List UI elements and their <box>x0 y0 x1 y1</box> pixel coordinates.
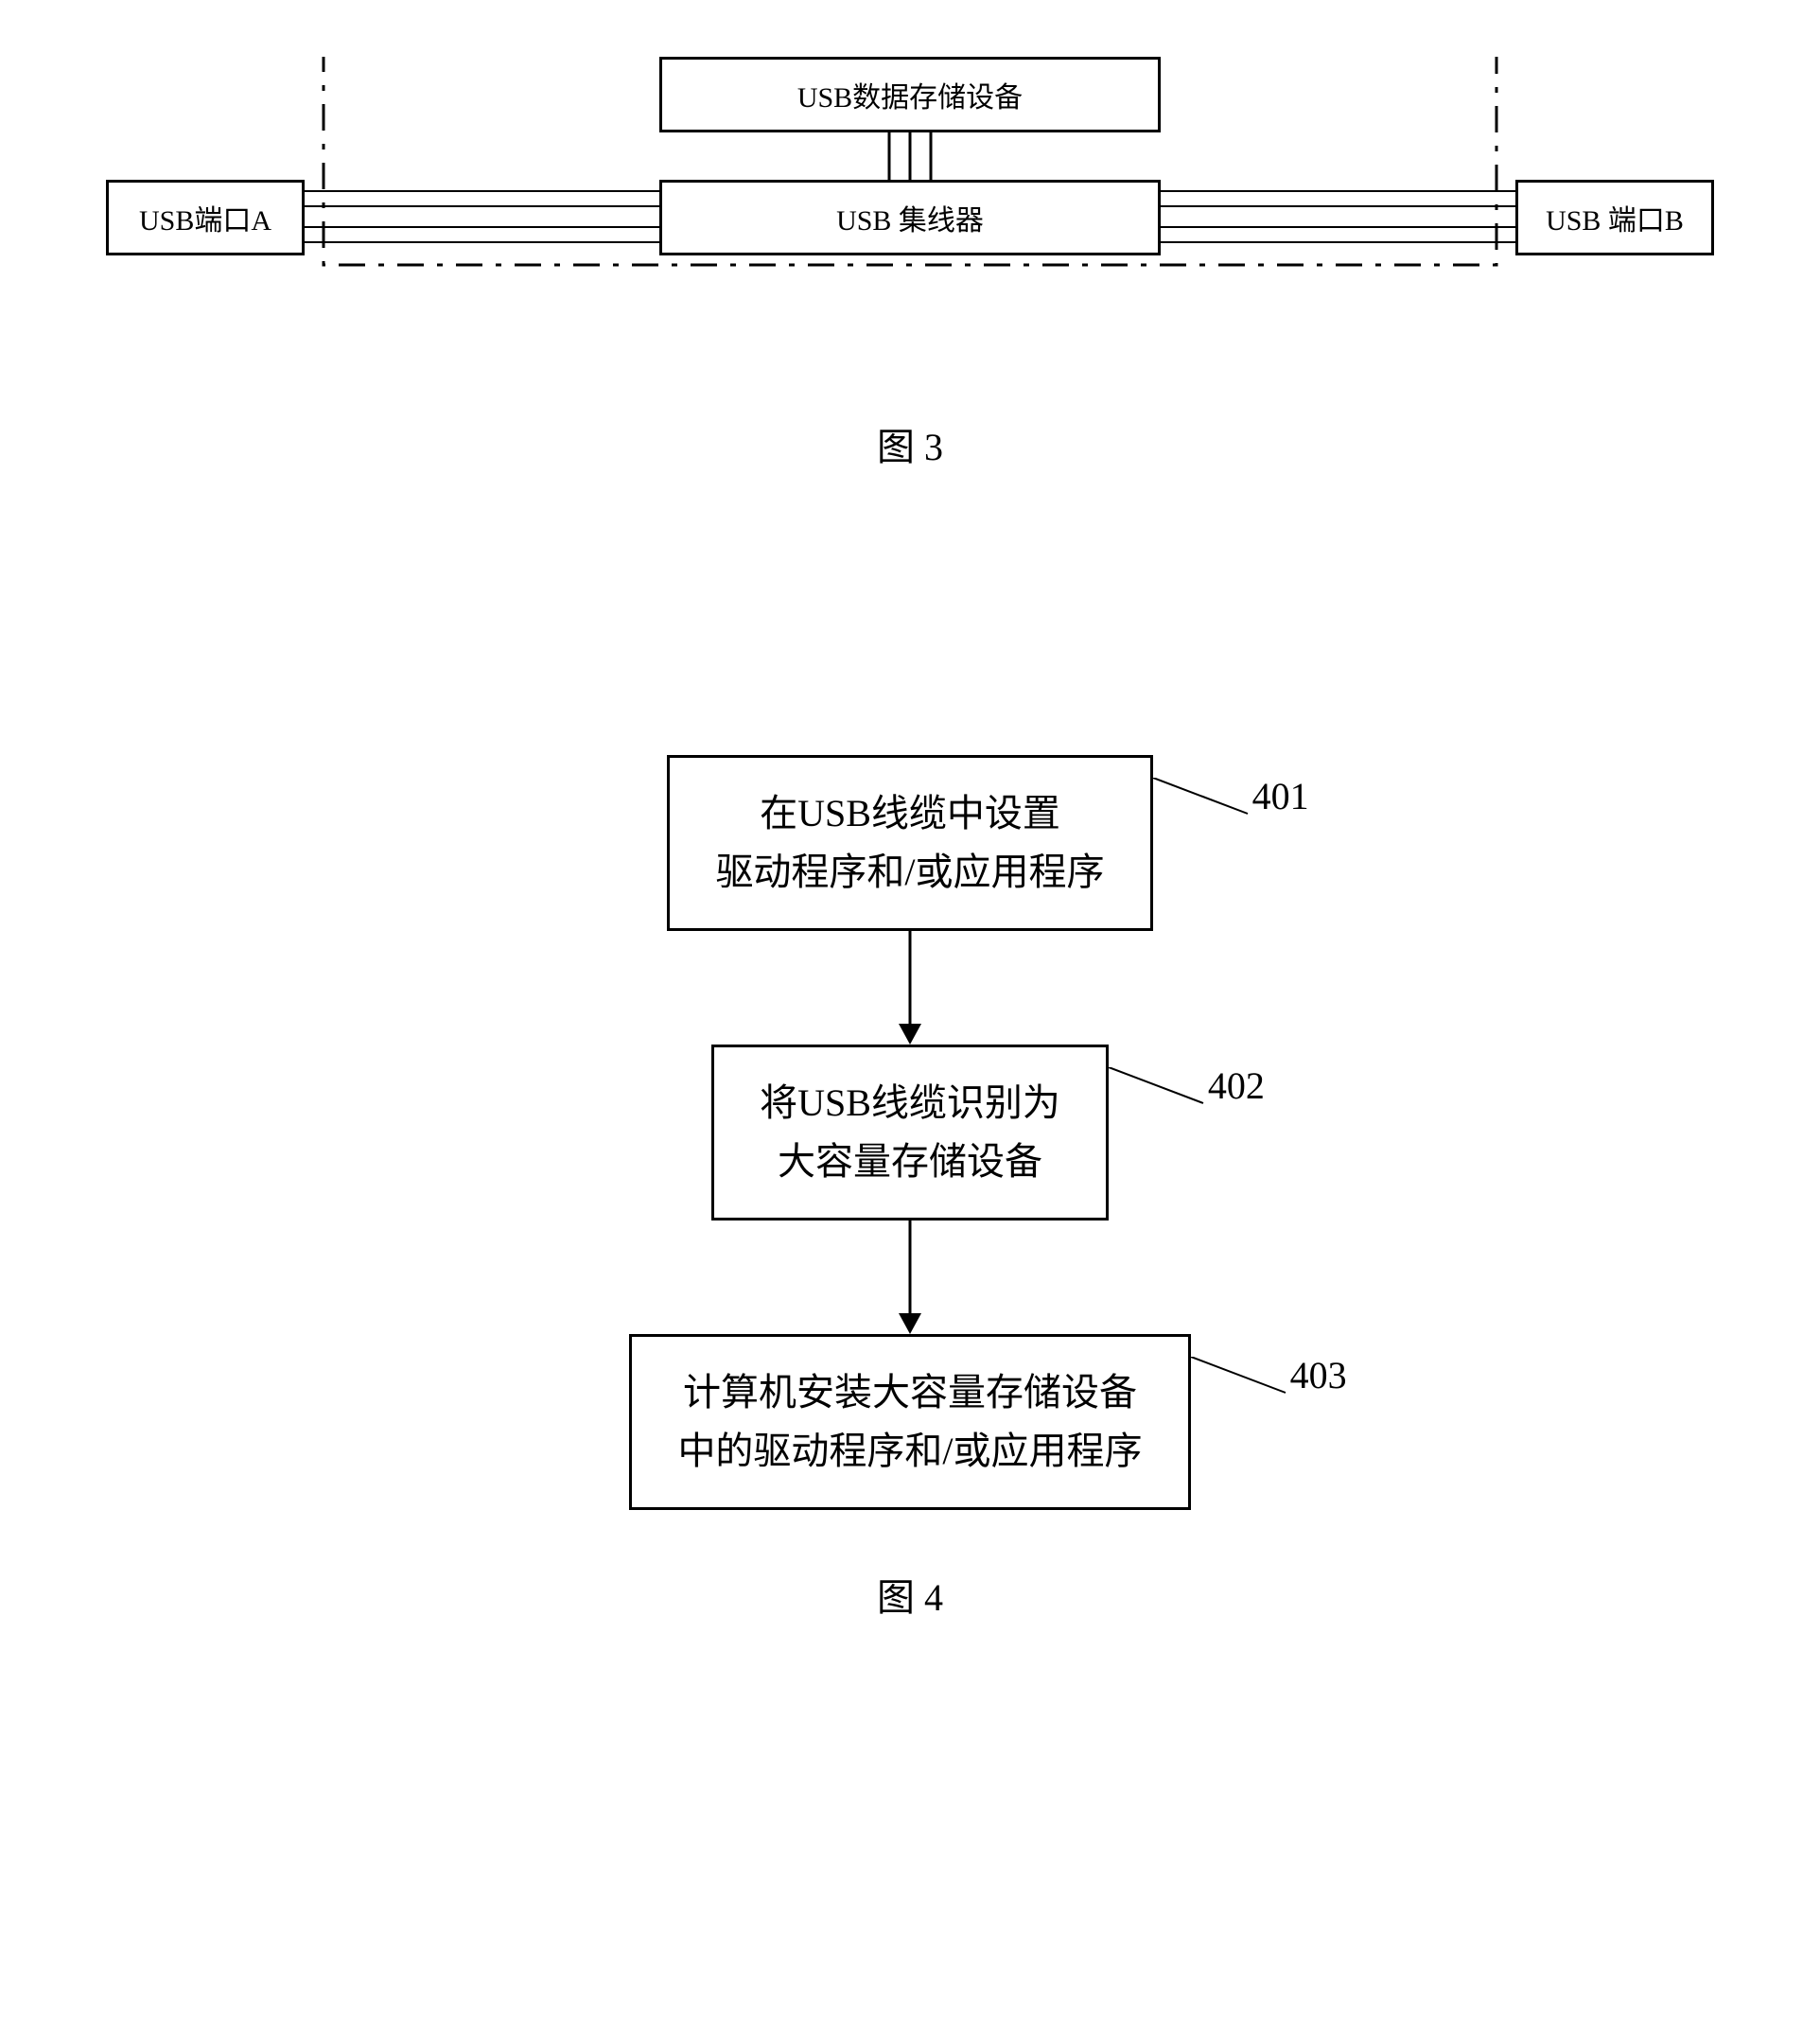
step-number-402: 402 <box>1208 1063 1265 1108</box>
flow-step-403: 计算机安装大容量存储设备中的驱动程序和/或应用程序403 <box>629 1334 1190 1510</box>
figure-3-caption: 图 3 <box>877 416 943 471</box>
diagram-container: USB端口A USB 端口B USB数据存储设备 USB 集线器 图 3 在US… <box>0 19 1820 1678</box>
usb-storage-label: USB数据存储设备 <box>797 74 1023 115</box>
storage-hub-lines <box>889 132 931 180</box>
usb-port-a-node: USB端口A <box>106 180 305 255</box>
flow-box-401-line-1: 驱动程序和/或应用程序 <box>715 843 1104 902</box>
arrow-down-icon <box>891 1220 929 1334</box>
flow-step-402: 将USB线缆识别为大容量存储设备402 <box>711 1045 1109 1220</box>
usb-port-b-node: USB 端口B <box>1515 180 1714 255</box>
usb-port-b-label: USB 端口B <box>1546 197 1684 238</box>
figure-4: 在USB线缆中设置驱动程序和/或应用程序401 将USB线缆识别为大容量存储设备4… <box>629 755 1190 1510</box>
arrow-down-icon <box>891 931 929 1045</box>
flow-box-402: 将USB线缆识别为大容量存储设备 <box>711 1045 1109 1220</box>
usb-hub-node: USB 集线器 <box>659 180 1161 255</box>
flow-box-402-line-0: 将USB线缆识别为 <box>760 1074 1060 1133</box>
usb-hub-label: USB 集线器 <box>836 197 984 238</box>
flow-box-402-line-1: 大容量存储设备 <box>760 1133 1060 1191</box>
flow-box-403-line-0: 计算机安装大容量存储设备 <box>677 1363 1142 1422</box>
flow-step-401: 在USB线缆中设置驱动程序和/或应用程序401 <box>667 755 1152 931</box>
flow-box-403: 计算机安装大容量存储设备中的驱动程序和/或应用程序 <box>629 1334 1190 1510</box>
flow-box-403-line-1: 中的驱动程序和/或应用程序 <box>677 1422 1142 1481</box>
flow-box-401: 在USB线缆中设置驱动程序和/或应用程序 <box>667 755 1152 931</box>
step-number-403: 403 <box>1290 1353 1347 1397</box>
right-bus-lines <box>1161 191 1515 242</box>
figure-4-caption: 图 4 <box>877 1567 943 1622</box>
figure-3: USB端口A USB 端口B USB数据存储设备 USB 集线器 <box>106 57 1714 303</box>
step-number-401: 401 <box>1252 774 1309 818</box>
flow-box-401-line-0: 在USB线缆中设置 <box>715 784 1104 843</box>
left-bus-lines <box>305 191 659 242</box>
usb-port-a-label: USB端口A <box>139 197 271 238</box>
usb-storage-node: USB数据存储设备 <box>659 57 1161 132</box>
